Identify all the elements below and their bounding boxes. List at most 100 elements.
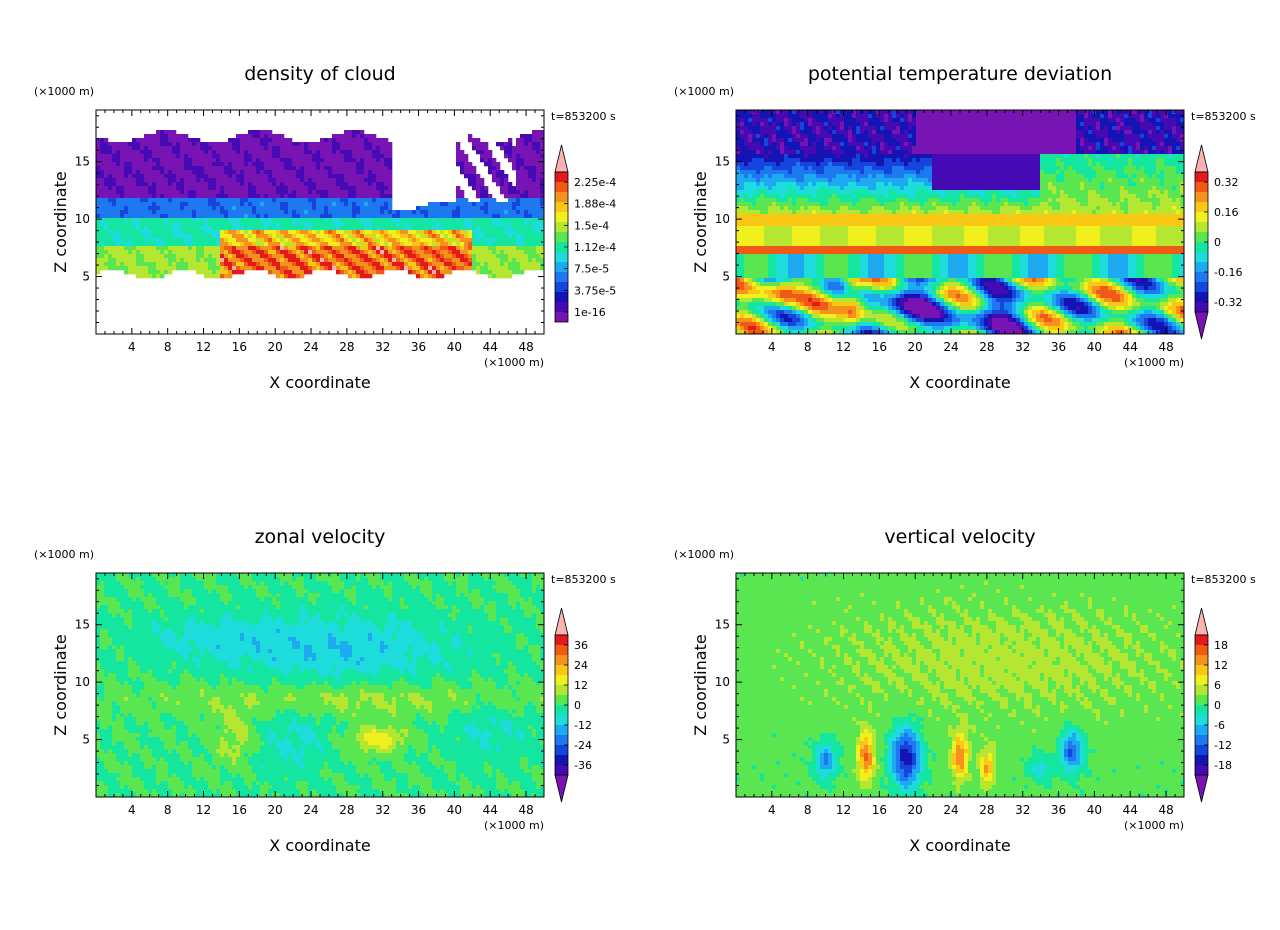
field-cell [108,250,112,254]
field-cell [284,230,288,234]
field-cell [160,178,164,182]
field-cell [432,258,436,262]
field-cell [1168,126,1172,130]
field-cell [136,230,140,234]
field-cell [204,194,208,198]
field-cell [512,210,516,214]
field-cell [388,170,392,174]
field-cell [104,230,108,234]
field-cell [304,170,308,174]
field-cell [1124,134,1128,138]
field-cell [848,134,852,138]
field-cell [484,246,488,250]
field-cell [232,186,236,190]
field-cell [1176,146,1180,150]
field-cell [504,230,508,234]
field-cell [400,226,404,230]
field-cell [900,130,904,134]
field-cell [364,270,368,274]
field-cell [144,270,148,274]
field-cell [324,246,328,250]
field-cell [212,190,216,194]
field-cell [784,114,788,118]
field-cell [116,170,120,174]
field-cell [1020,110,1024,114]
field-cell [904,134,908,138]
field-cell [240,170,244,174]
field-cell [784,146,788,150]
field-cell [1048,114,1052,118]
field-cell [120,162,124,166]
field-cell [200,162,204,166]
field-cell [368,202,372,206]
field-cell [432,222,436,226]
field-cell [1076,114,1080,118]
field-cell [172,162,176,166]
field-cell [388,202,392,206]
field-cell [348,170,352,174]
field-cell [1116,154,1120,158]
field-cell [964,126,968,130]
field-cell [896,130,900,134]
field-cell [292,150,296,154]
field-cell [524,142,528,146]
field-cell [1096,134,1100,138]
field-cell [168,162,172,166]
field-cell [236,246,240,250]
field-cell [928,150,932,154]
field-cell [948,146,952,150]
field-cell [808,138,812,142]
field-cell [284,174,288,178]
field-cell [320,262,324,266]
field-cell [164,214,168,218]
field-cell [360,250,364,254]
field-cell [804,146,808,150]
field-cell [980,146,984,150]
field-cell [176,222,180,226]
field-cell [524,182,528,186]
field-cell [328,162,332,166]
colorbar-swatch [555,222,568,232]
field-cell [932,150,936,154]
field-cell [1052,130,1056,134]
field-cell [1024,146,1028,150]
field-cell [184,162,188,166]
field-cell [880,114,884,118]
field-cell [496,274,500,278]
field-cell [148,194,152,198]
field-cell [108,234,112,238]
field-cell [524,150,528,154]
field-cell [792,146,796,150]
field-cell [996,126,1000,130]
field-cell [796,150,800,154]
field-cell [380,246,384,250]
field-cell [276,138,280,142]
field-cell [280,166,284,170]
field-cell [268,206,272,210]
field-cell [292,190,296,194]
field-cell [248,198,252,202]
field-cell [448,242,452,246]
field-cell [332,194,336,198]
field-cell [524,210,528,214]
field-cell [944,118,948,122]
field-cell [312,190,316,194]
field-cell [740,126,744,130]
field-cell [480,246,484,250]
field-cell [140,162,144,166]
field-cell [312,170,316,174]
field-cell [276,198,280,202]
field-cell [368,174,372,178]
field-cell [492,270,496,274]
field-cell [1128,130,1132,134]
field-cell [292,262,296,266]
field-cell [868,150,872,154]
field-cell [472,146,476,150]
field-cell [232,154,236,158]
field-cell [220,254,224,258]
field-cell [272,218,276,222]
field-cell [436,214,440,218]
field-cell [168,130,172,134]
field-cell [292,258,296,262]
field-cell [204,230,208,234]
